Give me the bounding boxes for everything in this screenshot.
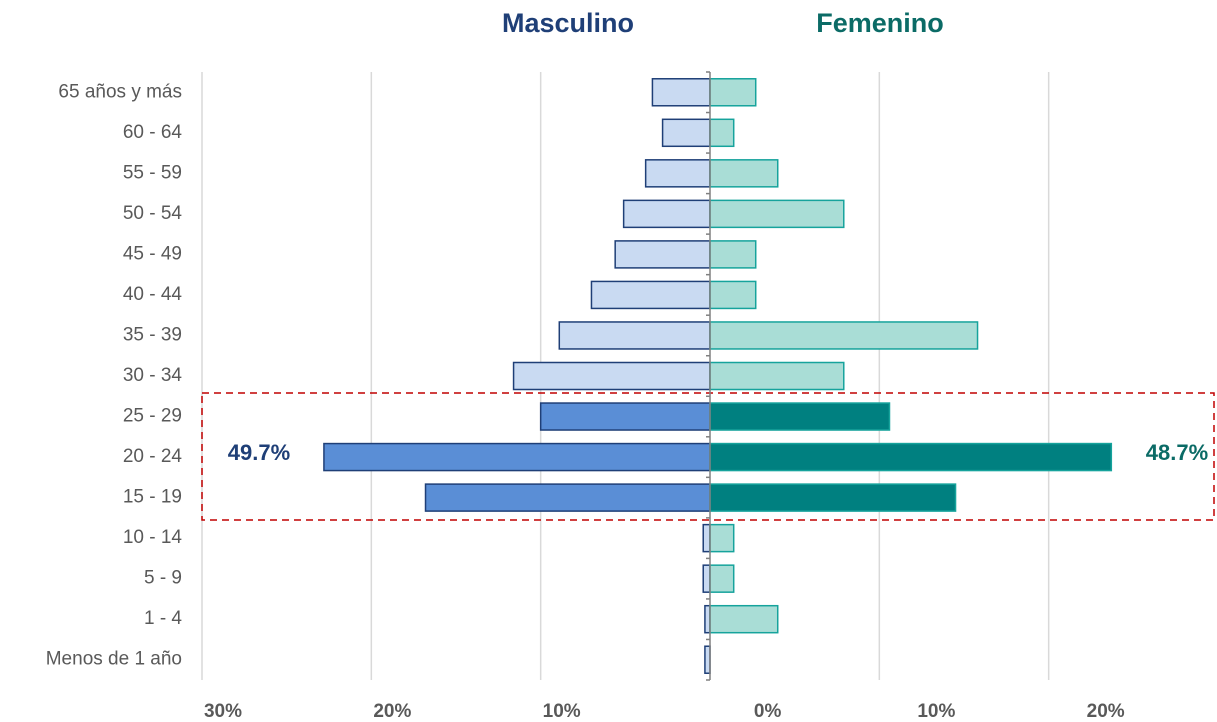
bar bbox=[622, 199, 711, 229]
bar bbox=[709, 564, 735, 593]
bar bbox=[661, 118, 711, 148]
category-label: 65 años y más bbox=[58, 81, 182, 102]
series-header: Femenino bbox=[816, 8, 944, 38]
bar bbox=[709, 199, 845, 229]
x-tick-label: 0% bbox=[754, 701, 782, 722]
bar bbox=[709, 523, 735, 553]
category-label: 15 - 19 bbox=[123, 487, 182, 508]
bar bbox=[709, 361, 845, 391]
category-label: 25 - 29 bbox=[123, 406, 182, 427]
category-label: 5 - 9 bbox=[144, 568, 182, 589]
bar bbox=[704, 604, 711, 634]
bar bbox=[702, 523, 711, 553]
bar bbox=[590, 280, 711, 310]
bar bbox=[709, 604, 779, 634]
x-tick-label: 20% bbox=[373, 701, 411, 722]
bar bbox=[558, 321, 711, 350]
bar bbox=[709, 118, 735, 148]
bar bbox=[709, 280, 757, 310]
bar bbox=[512, 361, 711, 391]
highlight-box bbox=[201, 392, 1215, 521]
bar bbox=[424, 483, 711, 512]
category-label: 60 - 64 bbox=[123, 122, 183, 143]
bar bbox=[704, 645, 711, 674]
bar bbox=[651, 78, 711, 107]
bar bbox=[644, 159, 711, 188]
series-header: Masculino bbox=[502, 8, 634, 38]
category-label: 20 - 24 bbox=[123, 446, 183, 467]
category-label: Menos de 1 año bbox=[46, 649, 182, 670]
x-tick-label: 30% bbox=[204, 701, 242, 722]
category-label: 50 - 54 bbox=[123, 203, 183, 224]
bar bbox=[709, 159, 779, 188]
category-label: 40 - 44 bbox=[123, 284, 183, 305]
bar bbox=[709, 483, 957, 512]
category-label: 1 - 4 bbox=[144, 608, 182, 629]
bar bbox=[709, 442, 1113, 472]
category-label: 45 - 49 bbox=[123, 243, 182, 264]
category-label: 55 - 59 bbox=[123, 162, 182, 183]
category-label: 35 - 39 bbox=[123, 324, 182, 345]
bar bbox=[709, 402, 891, 431]
bar bbox=[614, 240, 711, 269]
bar bbox=[709, 78, 757, 107]
category-label: 10 - 14 bbox=[123, 527, 183, 548]
bar bbox=[323, 442, 711, 472]
bar bbox=[709, 240, 757, 269]
x-tick-label: 10% bbox=[543, 701, 581, 722]
x-tick-label: 20% bbox=[1087, 701, 1125, 722]
x-tick-label: 10% bbox=[917, 701, 955, 722]
annotation: 49.7% bbox=[228, 440, 290, 465]
bar bbox=[709, 321, 979, 350]
bar bbox=[539, 402, 711, 431]
bar bbox=[702, 564, 711, 593]
annotation: 48.7% bbox=[1146, 440, 1208, 465]
category-label: 30 - 34 bbox=[123, 365, 183, 386]
